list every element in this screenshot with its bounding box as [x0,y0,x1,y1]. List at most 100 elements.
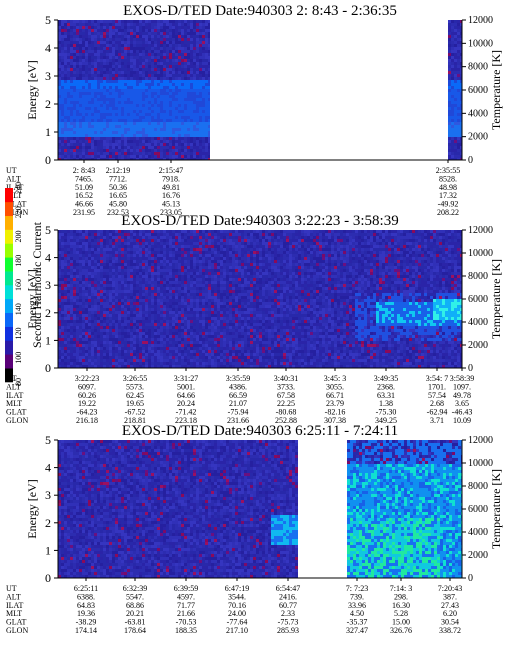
y2-tick-label: 4000 [468,527,488,538]
table-cell: 3:40:31 [274,374,298,383]
table-cell: 7712. [109,174,127,183]
y-axis-label: Energy [eV] [25,269,39,328]
y2-tick-label: 10000 [468,458,493,469]
y2-tick-label: 12000 [468,225,493,236]
table-cell: 6:32:39 [123,584,147,593]
y-tick-label: 4 [45,461,51,475]
table-cell: 387. [443,592,457,601]
table-row-label: GLAT [6,408,27,417]
table-cell: 16.65 [109,191,127,200]
table-row-label: GLON [6,626,28,635]
y-tick-label: 5 [45,13,51,27]
y2-tick-label: 4000 [468,108,488,119]
table-cell: 60.26 [78,391,96,400]
colorbar-swatch [5,312,13,327]
table-cell: 3:31:27 [174,374,198,383]
table-row-label: GLAT [6,618,27,627]
y2-tick-label: 12000 [468,15,493,26]
panel-title: EXOS-D/TED Date:940303 3:22:23 - 3:58:39 [121,213,398,229]
table-cell: 2:15:47 [159,166,183,175]
table-cell: -35.37 [347,618,368,627]
table-cell: 4.50 [350,609,364,618]
y2-tick-label: 0 [468,155,473,166]
table-cell: 6:54:47 [276,584,300,593]
table-cell: 3.71 [430,416,444,425]
table-cell: 16.30 [392,601,410,610]
y-tick-label: 4 [45,251,51,265]
table-cell: 30.54 [441,618,459,627]
table-row-label: UT [6,584,17,593]
table-row-label: GLAT [6,200,27,209]
colorbar-swatch [5,298,13,314]
table-cell: 48.98 [439,183,457,192]
table-cell: 208.22 [437,208,459,217]
colorbar-tick-label: 100 [14,352,23,364]
colorbar-swatch [5,340,13,355]
table-cell: 50.36 [109,183,127,192]
y2-tick-label: 0 [468,573,473,584]
table-row-label: ILAT [6,183,23,192]
colorbar-swatch [5,368,13,383]
table-cell: 3:58:39 [450,374,474,383]
table-cell: 338.72 [439,626,461,635]
table-cell: 22.25 [277,399,295,408]
y2-axis-label: Temperature [K] [489,259,503,339]
heatmap-segment [448,20,462,160]
colorbar-label: Second Harmonic Current [30,221,44,348]
y-tick-label: 3 [45,278,51,292]
y-tick-label: 5 [45,223,51,237]
panel-2: EXOS-D/TED Date:940303 3:22:23 - 3:58:39… [6,213,503,425]
y2-tick-label: 6000 [468,294,488,305]
y-tick-label: 1 [45,543,51,557]
table-cell: 223.18 [175,416,197,425]
y2-tick-label: 8000 [468,271,488,282]
table-cell: 217.10 [226,626,248,635]
table-cell: 64.66 [177,391,195,400]
y-tick-label: 2 [45,97,51,111]
colorbar-swatch [5,201,13,217]
y2-tick-label: 2000 [468,550,488,561]
table-cell: 6.20 [443,609,457,618]
panel-title: EXOS-D/TED Date:940303 6:25:11 - 7:24:11 [122,423,398,439]
table-cell: 307.38 [324,416,346,425]
table-cell: 24.00 [228,609,246,618]
table-cell: 298. [394,592,408,601]
table-cell: 3733. [277,382,295,391]
table-cell: 1.38 [379,399,393,408]
y-tick-label: 0 [45,153,51,167]
table-cell: 3.65 [455,399,469,408]
y2-axis-label: Temperature [K] [489,50,503,130]
table-row-label: ALT [6,174,21,183]
colorbar-tick-label: 200 [14,231,23,243]
y-tick-label: 5 [45,433,51,447]
colorbar-swatch [5,257,13,272]
table-cell: 2: 8:43 [73,166,95,175]
y-tick-label: 3 [45,69,51,83]
colorbar-swatch [5,354,13,369]
colorbar-swatch [5,285,13,300]
table-cell: 63.31 [377,391,395,400]
heatmap-segment [58,440,298,578]
table-cell: -82.16 [325,408,346,417]
y2-axis-label: Temperature [K] [489,469,503,549]
y-tick-label: 4 [45,41,51,55]
table-cell: 327.47 [346,626,368,635]
colorbar-tick-label: 160 [14,279,23,291]
table-cell: -70.53 [176,618,197,627]
table-cell: 3:54: 7 [426,374,448,383]
y-tick-label: 2 [45,306,51,320]
table-row-label: ILAT [6,601,23,610]
y-axis-label: Energy [eV] [25,60,39,119]
table-cell: -71.42 [176,408,197,417]
table-row-label: GLON [6,208,28,217]
table-row-label: MLT [6,399,22,408]
table-cell: 349.25 [375,416,397,425]
table-row-label: GLON [6,416,28,425]
table-cell: 6097. [78,382,96,391]
table-cell: 49.78 [453,391,471,400]
heatmap-segment [58,230,462,368]
table-row-label: UT [6,166,17,175]
panel-3: EXOS-D/TED Date:940303 6:25:11 - 7:24:11… [6,423,503,635]
